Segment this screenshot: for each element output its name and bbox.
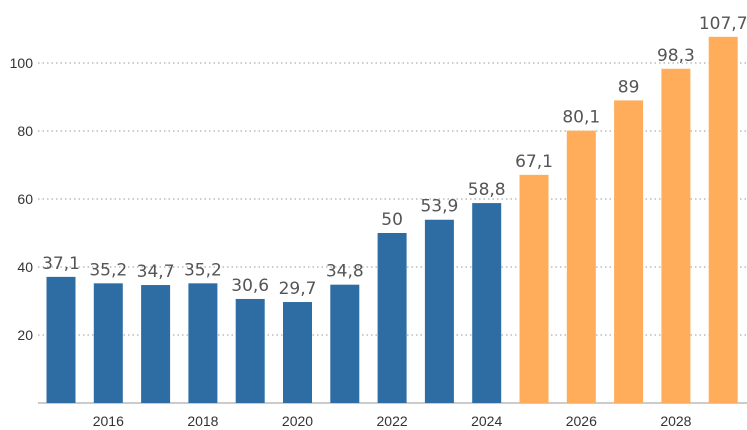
data-label-2019: 30,6 xyxy=(231,276,269,296)
x-tick-label: 2020 xyxy=(282,413,313,429)
bar-2018 xyxy=(188,283,218,403)
y-tick-label: 80 xyxy=(17,123,33,139)
data-label-2023: 53,9 xyxy=(420,197,458,217)
data-label-2029: 107,7 xyxy=(699,14,747,34)
data-label-2021: 34,8 xyxy=(326,262,364,282)
x-tick-label: 2026 xyxy=(566,413,597,429)
data-label-2026: 80,1 xyxy=(562,108,600,128)
bar-2015 xyxy=(46,276,76,403)
data-label-2020: 29,7 xyxy=(279,279,317,299)
y-tick-label: 20 xyxy=(17,327,33,343)
data-label-2028: 98,3 xyxy=(657,46,695,66)
bar-2022 xyxy=(377,233,407,403)
data-label-2016: 35,2 xyxy=(89,260,127,280)
x-tick-label: 2016 xyxy=(93,413,124,429)
x-tick-label: 2018 xyxy=(187,413,218,429)
bar-2028 xyxy=(661,68,691,403)
data-label-2024: 58,8 xyxy=(468,180,506,200)
x-tick-label: 2024 xyxy=(471,413,502,429)
bar-2027 xyxy=(614,100,644,404)
bar-2016 xyxy=(93,283,123,403)
bar-2024 xyxy=(472,203,502,403)
data-label-2022: 50 xyxy=(381,210,403,230)
data-label-2027: 89 xyxy=(618,77,640,97)
data-label-2025: 67,1 xyxy=(515,152,553,172)
bar-2026 xyxy=(566,130,596,403)
bar-2021 xyxy=(330,284,360,403)
bar-2017 xyxy=(141,285,171,403)
bar-2019 xyxy=(235,298,265,403)
x-tick-label: 2028 xyxy=(660,413,691,429)
data-label-2015: 37,1 xyxy=(42,254,80,274)
data-label-2018: 35,2 xyxy=(184,260,222,280)
y-tick-label: 100 xyxy=(10,55,34,71)
bar-2025 xyxy=(519,174,549,403)
bar-2029 xyxy=(708,36,738,403)
y-tick-label: 40 xyxy=(17,259,33,275)
data-label-2017: 34,7 xyxy=(137,262,175,282)
bar-2020 xyxy=(283,302,312,403)
y-tick-label: 60 xyxy=(17,191,33,207)
x-tick-label: 2022 xyxy=(377,413,408,429)
bar-2023 xyxy=(424,219,454,403)
